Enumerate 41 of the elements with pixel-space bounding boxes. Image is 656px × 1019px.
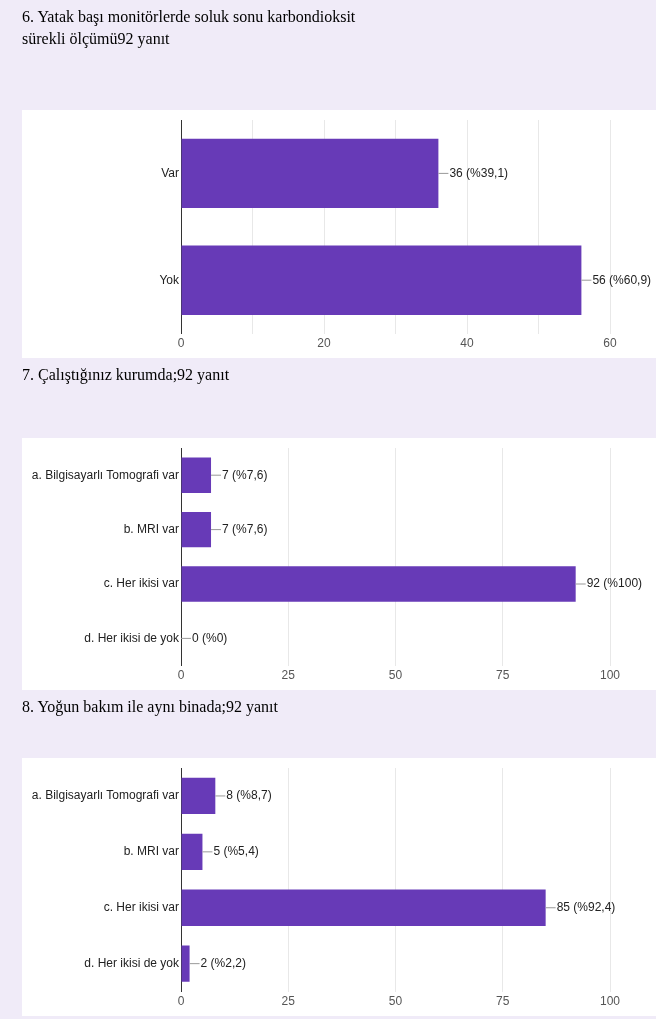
x-tick-label: 25 <box>281 668 296 683</box>
bar <box>181 777 216 815</box>
y-tick-label: c. Her ikisi var <box>103 900 179 915</box>
bar <box>181 889 546 926</box>
bar <box>181 833 203 871</box>
y-tick-label: d. Her ikisi de yok <box>84 630 180 645</box>
x-tick-label: 50 <box>388 668 403 683</box>
y-tick-label: a. Bilgisayarlı Tomografi var <box>31 788 179 803</box>
x-tick-label: 75 <box>496 994 510 1009</box>
x-tick-label: 0 <box>177 668 185 683</box>
bar <box>181 945 190 982</box>
y-tick-label: c. Her ikisi var <box>103 576 179 591</box>
x-tick-label: 100 <box>599 668 621 683</box>
data-label: 92 (%100) <box>586 576 643 591</box>
data-label: 2 (%2,2) <box>200 955 246 970</box>
x-tick-label: 20 <box>317 336 331 351</box>
data-label: 36 (%39,1) <box>449 165 509 180</box>
data-label: 8 (%8,7) <box>226 788 272 803</box>
y-tick-label: a. Bilgisayarlı Tomografi var <box>31 467 179 482</box>
x-tick-label: 60 <box>603 336 617 351</box>
x-tick-label: 50 <box>388 994 403 1009</box>
data-label: 0 (%0) <box>192 630 228 645</box>
y-tick-label: b. MRI var <box>123 521 179 536</box>
y-tick-label: d. Her ikisi de yok <box>84 955 180 970</box>
y-tick-label: Var <box>161 165 179 180</box>
data-label: 85 (%92,4) <box>556 900 616 915</box>
data-label: 7 (%7,6) <box>222 521 268 536</box>
x-tick-label: 0 <box>177 336 185 351</box>
chart-title: 8. Yoğun bakım ile aynı binada;92 yanıt <box>21 697 279 718</box>
chart-title: 6. Yatak başı monitörlerde soluk sonu karbondioksit sürekli ölçümü92 yanıt <box>21 7 357 50</box>
data-label: 56 (%60,9) <box>592 272 652 287</box>
y-tick-label: b. MRI var <box>123 844 179 859</box>
chart-title: 7. Çalıştığınız kurumda;92 yanıt <box>21 365 231 386</box>
x-tick-label: 100 <box>599 994 621 1009</box>
x-tick-label: 0 <box>177 994 185 1009</box>
y-tick-label: Yok <box>159 272 180 287</box>
x-tick-label: 40 <box>460 336 474 351</box>
x-tick-label: 25 <box>281 994 296 1009</box>
data-label: 7 (%7,6) <box>222 467 268 482</box>
x-tick-label: 75 <box>496 668 510 683</box>
data-label: 5 (%5,4) <box>213 844 259 859</box>
